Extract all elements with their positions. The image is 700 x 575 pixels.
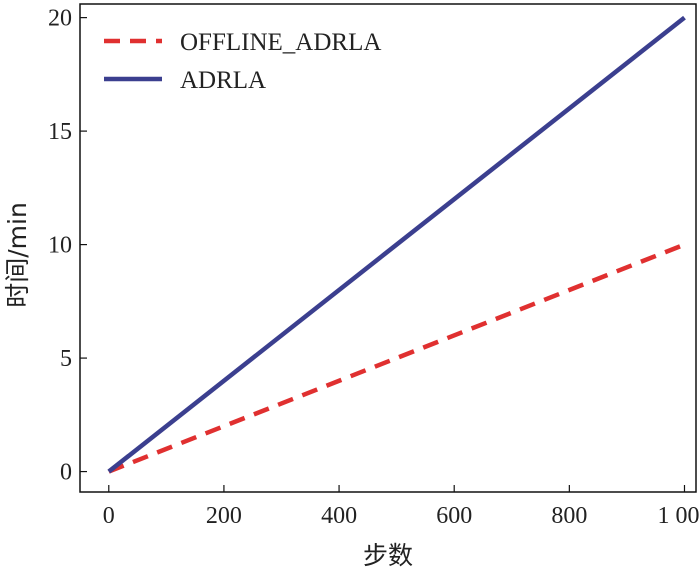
series-line-1	[107, 242, 686, 474]
x-axis-title: 步数	[363, 541, 413, 570]
y-tick-label: 20	[48, 6, 72, 32]
legend-label-1: OFFLINE_ADRLA	[180, 29, 381, 56]
y-tick-label: 10	[48, 233, 72, 259]
x-tick-label: 200	[206, 503, 242, 529]
x-tick-label: 800	[551, 503, 587, 529]
axis-ticks: 0 200 400 600 800 1 000 0 5 10 15 20	[48, 6, 700, 529]
x-tick-label: 600	[436, 503, 472, 529]
x-tick-label: 1 000	[657, 503, 700, 529]
y-tick-label: 5	[60, 346, 72, 372]
series-lines	[107, 15, 686, 474]
plot-frame	[79, 3, 697, 493]
y-tick-label: 0	[60, 460, 72, 486]
x-tick-label: 0	[103, 503, 115, 529]
legend-label-2: ADRLA	[180, 67, 266, 94]
series-line-2	[107, 15, 686, 474]
legend: OFFLINE_ADRLA ADRLA	[104, 29, 381, 94]
y-tick-label: 15	[48, 119, 72, 145]
x-tick-label: 400	[321, 503, 357, 529]
y-axis-title: 时间/min	[3, 202, 32, 308]
